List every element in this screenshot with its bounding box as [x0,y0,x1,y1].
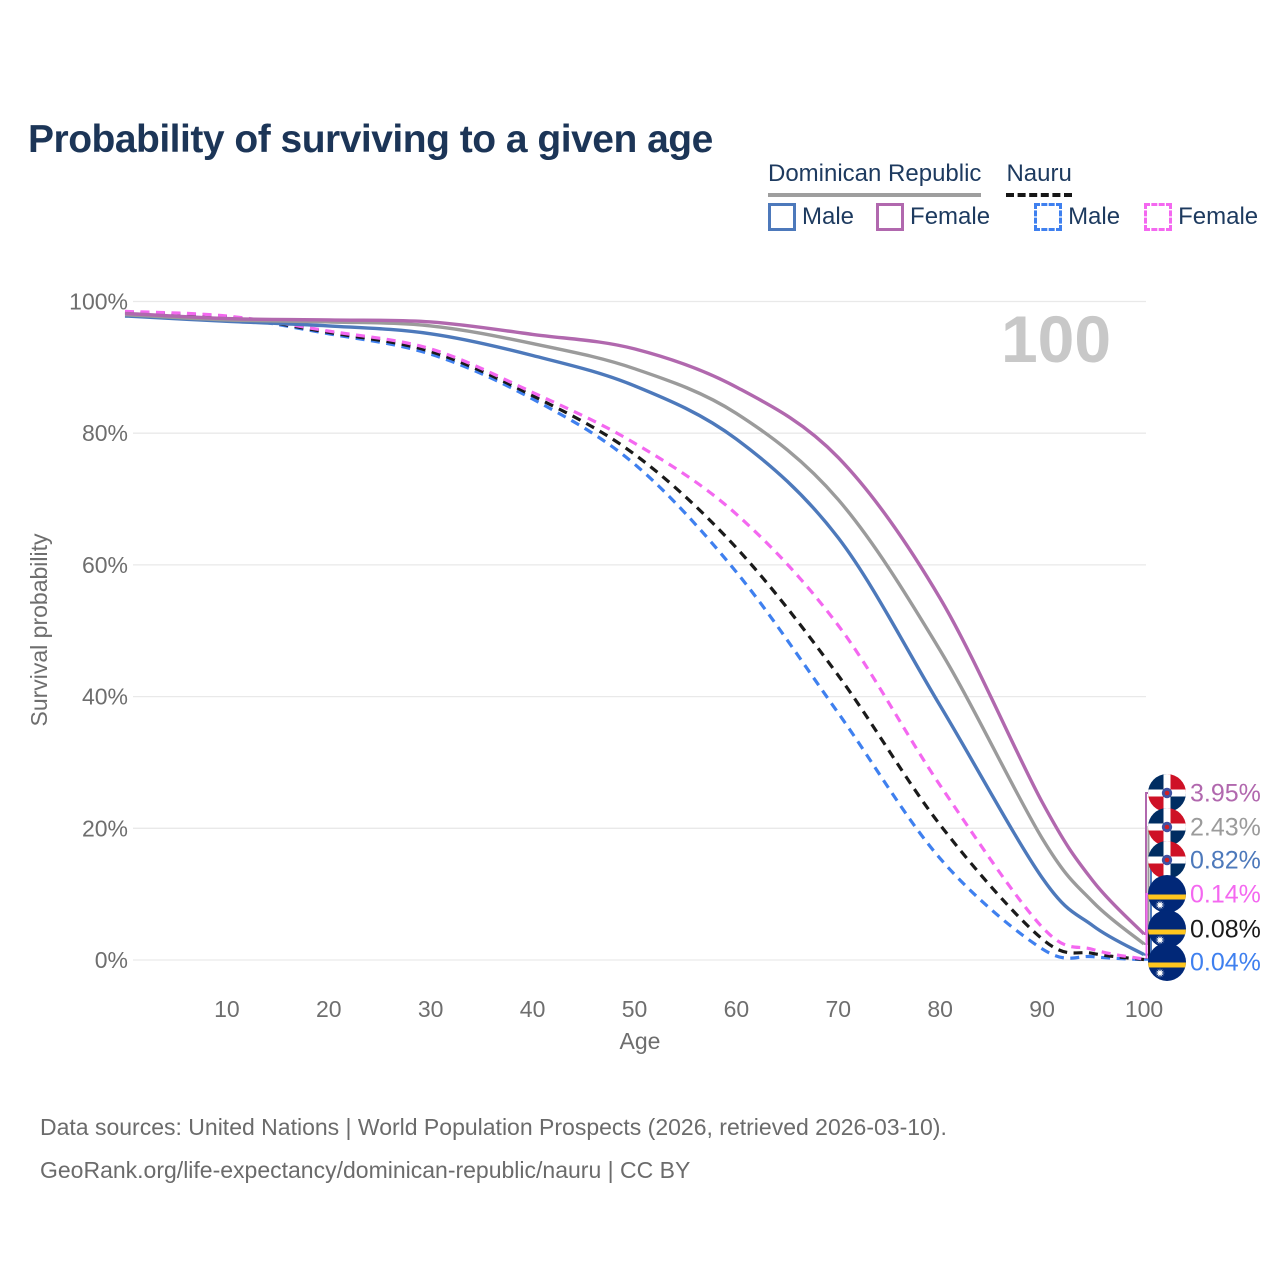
x-tick-label: 40 [520,996,546,1022]
curve-dominican-republic-both[interactable] [124,313,1146,946]
x-tick-label: 60 [724,996,750,1022]
legend-countries: Dominican Republic Nauru [768,160,1072,197]
flag-icons [1148,774,1186,981]
curve-nauru-male[interactable] [124,311,1145,962]
dominican-republic-flag-icon [1148,841,1186,879]
x-tick-label: 80 [927,996,953,1022]
data-source-footer: Data sources: United Nations | World Pop… [40,1106,947,1192]
dominican-republic-flag-icon [1148,808,1186,846]
y-axis-title: Survival probability [26,533,52,727]
legend-series: Male Female Male Female [768,203,1258,231]
end-label-nauru-both: 0.08% [1190,916,1261,944]
survival-curves [124,309,1146,962]
legend-item-nauru-male[interactable]: Male [1034,203,1120,231]
nauru-flag-icon [1148,943,1186,981]
x-tick-label: 70 [826,996,852,1022]
x-axis-tick-labels: 10 20 30 40 50 60 70 80 90 100 [214,996,1163,1022]
nauru-flag-icon [1148,875,1186,913]
x-tick-label: 30 [418,996,444,1022]
end-label-nauru-male: 0.04% [1190,949,1261,977]
curve-dominican-republic-female[interactable] [124,311,1146,936]
x-tick-label: 20 [316,996,342,1022]
legend-country-dominican-republic[interactable]: Dominican Republic [768,160,982,197]
curve-nauru-both[interactable] [124,310,1145,962]
dr-male-swatch-icon [768,203,796,231]
y-tick-label: 60% [82,552,128,578]
nauru-male-swatch-icon [1034,203,1063,231]
nauru-female-swatch-icon [1144,203,1173,231]
y-axis-tick-labels: 0% 20% 40% 60% 80% 100% [69,289,128,974]
legend-item-dr-male[interactable]: Male [768,203,854,231]
footer-link-line[interactable]: GeoRank.org/life-expectancy/dominican-re… [40,1157,691,1183]
curve-nauru-female[interactable] [124,309,1145,961]
legend-item-label: Male [802,203,855,230]
y-tick-label: 40% [82,684,128,710]
end-label-dominican-republic-both: 2.43% [1190,814,1261,842]
dr-female-swatch-icon [876,203,905,231]
x-tick-label: 100 [1125,996,1163,1022]
gridlines [133,300,1146,961]
end-value-labels: 3.95% 2.43% 0.82% 0.14% 0.08% 0.04% [1190,780,1261,977]
dominican-republic-flag-icon [1148,774,1186,812]
footer-sources-line: Data sources: United Nations | World Pop… [40,1114,947,1140]
legend-country-nauru[interactable]: Nauru [1006,160,1072,197]
y-tick-label: 0% [95,947,128,973]
x-tick-label: 50 [622,996,648,1022]
legend-item-nauru-female[interactable]: Female [1144,203,1258,231]
x-tick-label: 90 [1029,996,1055,1022]
legend-item-label: Female [910,203,991,230]
legend-item-label: Male [1068,203,1121,230]
legend-item-dr-female[interactable]: Female [876,203,990,231]
legend-item-label: Female [1178,203,1259,230]
x-axis-title: Age [620,1028,661,1054]
y-tick-label: 100% [69,289,128,315]
nauru-flag-icon [1148,910,1186,948]
curve-dominican-republic-male[interactable] [124,314,1145,957]
age-counter-watermark: 100 [1001,302,1111,376]
y-tick-label: 20% [82,815,128,841]
page-title: Probability of surviving to a given age [28,118,713,162]
end-label-nauru-female: 0.14% [1190,881,1261,909]
end-label-dominican-republic-male: 0.82% [1190,847,1261,875]
y-tick-label: 80% [82,420,128,446]
end-label-dominican-republic-female: 3.95% [1190,780,1261,808]
x-tick-label: 10 [214,996,240,1022]
